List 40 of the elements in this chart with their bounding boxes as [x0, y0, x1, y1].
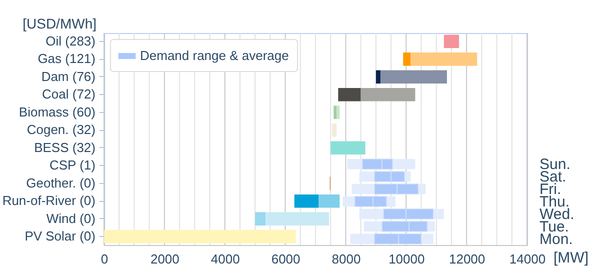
y-tick-label: Coal (72) [42, 86, 96, 102]
x-tick-label: 2000 [150, 252, 180, 266]
y-tick-label: Geother. (0) [26, 175, 96, 190]
y-tick-label: Wind (0) [46, 210, 96, 226]
y-tick-label: CSP (1) [50, 158, 96, 173]
x-tick-label: 4000 [210, 252, 240, 266]
x-tick-label: 14000 [509, 252, 546, 266]
bar [338, 88, 361, 102]
y-tick-label: Biomass (60) [18, 104, 96, 120]
y-axis-title: [USD/MWh] [22, 16, 96, 32]
bar [318, 194, 340, 208]
x-axis-title: [MW] [554, 250, 588, 266]
bar [266, 212, 330, 226]
bar [444, 34, 460, 48]
bar [376, 70, 380, 84]
bar [360, 88, 416, 102]
bar [334, 106, 337, 120]
y-tick-label: Oil (283) [46, 33, 96, 48]
bar [336, 106, 340, 120]
y-tick-label: Mon. [540, 230, 573, 248]
bar [104, 230, 296, 244]
legend-label: Demand range & average [140, 48, 289, 63]
x-tick-label: 6000 [271, 252, 300, 266]
y-tick-label: Gas (121) [38, 51, 96, 66]
bar [330, 141, 366, 155]
x-tick-label: 8000 [332, 252, 361, 266]
bar [255, 212, 266, 226]
x-tick-label: 12000 [448, 252, 486, 266]
y-tick-label: PV Solar (0) [24, 228, 96, 244]
bar [403, 52, 411, 66]
y-tick-label: BESS (32) [34, 140, 96, 155]
bar [380, 70, 447, 84]
x-tick-label: 0 [100, 252, 108, 266]
bar [332, 123, 337, 137]
x-tick-label: 10000 [388, 252, 425, 266]
bar [294, 194, 319, 208]
y-tick-label: Cogen. (32) [26, 122, 96, 138]
y-tick-label: Dam (76) [41, 68, 96, 84]
bar [410, 52, 478, 66]
y-tick-label: Run-of-River (0) [2, 193, 96, 208]
